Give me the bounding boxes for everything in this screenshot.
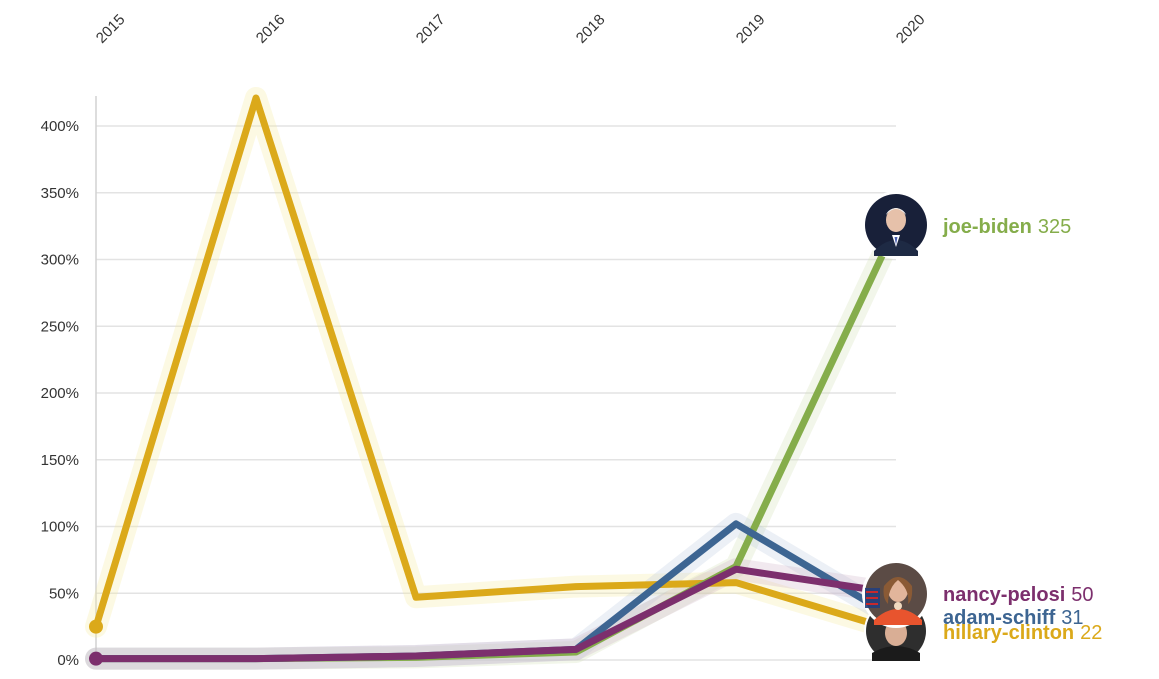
x-tick-label: 2018 [573, 11, 609, 47]
nancy-pelosi-label-name: nancy-pelosi [943, 584, 1065, 606]
x-tick-label: 2015 [93, 11, 129, 47]
y-tick-label: 150% [41, 452, 79, 469]
nancy-pelosi-label-value: 50 [1071, 584, 1093, 606]
y-tick-label: 250% [41, 318, 79, 335]
x-tick-label: 2017 [413, 11, 449, 47]
adam-schiff-label-value: 31 [1061, 607, 1083, 629]
avatars [862, 191, 930, 663]
hillary-clinton-line [92, 94, 900, 635]
grid: 0% 50% 100% 150% 200% 250% 300% 350% 400% [41, 96, 896, 669]
x-tick-label: 2016 [253, 11, 289, 47]
y-tick-label: 350% [41, 185, 79, 202]
hillary-clinton-label-name: hillary-clinton [943, 622, 1074, 644]
y-tick-label: 100% [41, 519, 79, 536]
adam-schiff-end-label: adam-schiff 31 [943, 607, 1084, 629]
joe-biden-avatar [862, 191, 930, 259]
hillary-clinton-label-value: 22 [1080, 622, 1102, 644]
nancy-pelosi-end-label: nancy-pelosi 50 [943, 584, 1094, 606]
hillary-clinton-end-label: hillary-clinton 22 [943, 622, 1102, 644]
hillary-clinton-start-point [89, 619, 103, 634]
x-tick-label: 2020 [893, 11, 929, 47]
adam-schiff-label-name: adam-schiff [943, 607, 1056, 629]
y-tick-label: 200% [41, 385, 79, 402]
nancy-pelosi-start-point [89, 651, 103, 666]
series-lines [85, 86, 907, 670]
y-tick-label: 50% [49, 585, 79, 602]
y-tick-label: 300% [41, 252, 79, 269]
nancy-pelosi-avatar [862, 560, 930, 628]
y-tick-label: 400% [41, 118, 79, 135]
joe-biden-label-name: joe-biden [942, 216, 1032, 238]
y-tick-label: 0% [57, 652, 79, 669]
x-tick-label: 2019 [733, 11, 769, 47]
x-axis-ticks: 2015 2016 2017 2018 2019 2020 [93, 11, 929, 47]
nancy-pelosi-line [92, 565, 900, 663]
series-end-labels: adam-schiff 31 joe-biden 325 nancy-pelosi 50 h… [942, 216, 1102, 644]
joe-biden-label-value: 325 [1038, 216, 1071, 238]
joe-biden-end-label: joe-biden 325 [942, 216, 1071, 238]
